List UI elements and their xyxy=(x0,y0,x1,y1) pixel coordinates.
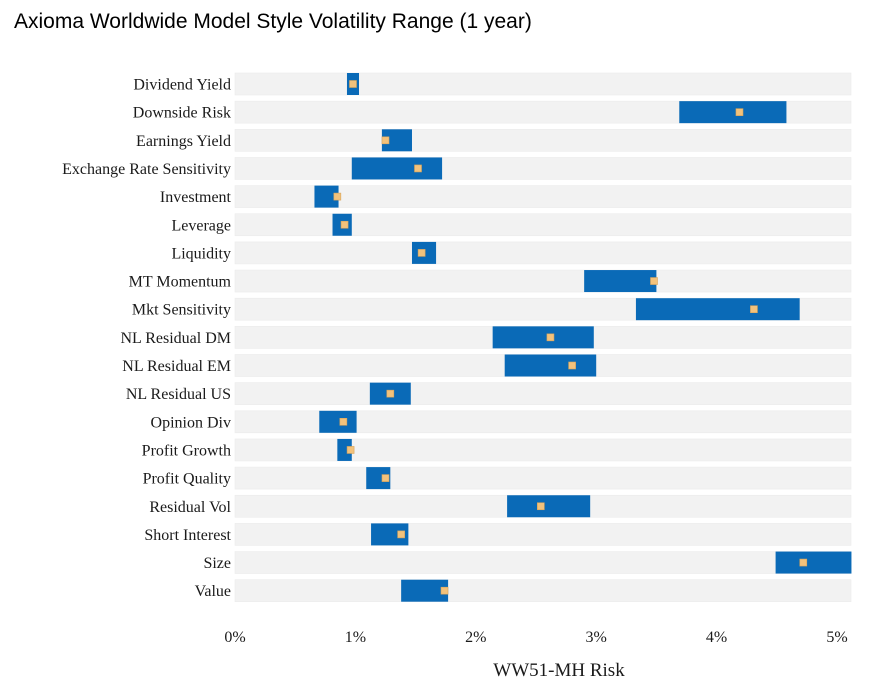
range-bar xyxy=(337,438,352,461)
category-label: Residual Vol xyxy=(149,499,231,516)
range-bar xyxy=(492,326,594,349)
range-bars xyxy=(314,73,852,602)
value-marker xyxy=(735,108,744,116)
background-band xyxy=(234,269,852,293)
category-label: Mkt Sensitivity xyxy=(132,302,231,319)
category-label: Investment xyxy=(160,189,232,206)
value-marker xyxy=(568,361,576,370)
value-marker xyxy=(349,80,357,88)
x-tick-label: 4% xyxy=(706,629,727,646)
value-marker xyxy=(381,474,390,482)
category-label: Value xyxy=(195,583,231,600)
background-band xyxy=(234,466,852,490)
x-tick-label: 0% xyxy=(224,629,245,646)
background-band xyxy=(234,185,852,208)
value-marker xyxy=(546,333,555,342)
range-bar xyxy=(351,157,443,180)
category-label: Short Interest xyxy=(144,527,231,544)
category-labels: Dividend Yield Downside Risk Earnings Yiel… xyxy=(62,77,231,601)
background-band xyxy=(234,241,852,265)
current-value-markers xyxy=(333,80,808,595)
background-band xyxy=(234,129,852,152)
background-band xyxy=(234,438,852,462)
category-label: Exchange Rate Sensitivity xyxy=(62,161,231,178)
category-label: Profit Growth xyxy=(142,442,231,459)
x-tick-label: 3% xyxy=(586,629,607,646)
background-band xyxy=(234,157,852,180)
value-marker xyxy=(333,192,342,201)
range-bar xyxy=(775,551,852,574)
value-marker xyxy=(750,305,758,314)
x-tick-labels: 0% 1% 2% 3% 4% 5% xyxy=(224,629,847,646)
range-bar xyxy=(319,410,357,433)
value-marker xyxy=(346,446,355,454)
background-band xyxy=(234,410,852,434)
background-band xyxy=(234,213,852,237)
value-marker xyxy=(397,530,405,539)
category-label: NL Residual DM xyxy=(120,330,231,347)
category-label: Downside Risk xyxy=(133,105,231,122)
x-axis-title: WW51-MH Risk xyxy=(493,660,625,681)
background-band xyxy=(234,72,852,96)
range-bar xyxy=(504,354,597,377)
category-label: Size xyxy=(203,555,231,572)
background-band xyxy=(234,523,852,546)
category-label: NL Residual EM xyxy=(122,358,231,375)
chart-title: Axioma Worldwide Model Style Volatility … xyxy=(14,10,532,33)
x-tick-label: 5% xyxy=(826,629,847,646)
value-marker xyxy=(339,417,348,426)
value-marker xyxy=(414,164,422,173)
category-label: Dividend Yield xyxy=(133,77,231,94)
value-marker xyxy=(340,220,349,229)
range-bar xyxy=(584,270,657,293)
category-label: MT Momentum xyxy=(129,274,232,291)
range-bar xyxy=(507,495,591,518)
range-bar xyxy=(679,101,787,124)
category-label: NL Residual US xyxy=(126,386,231,403)
category-label: Leverage xyxy=(171,217,231,234)
range-bar xyxy=(366,467,391,490)
x-tick-label: 2% xyxy=(465,629,486,646)
value-marker xyxy=(650,277,658,285)
background-band xyxy=(234,382,852,405)
category-label: Opinion Div xyxy=(151,414,231,431)
category-label: Profit Quality xyxy=(143,471,231,488)
range-bar xyxy=(401,579,449,602)
category-label: Liquidity xyxy=(171,245,231,262)
value-marker xyxy=(381,136,390,145)
x-tick-label: 1% xyxy=(345,629,366,646)
value-marker xyxy=(537,502,545,511)
background-band xyxy=(234,579,852,603)
range-bar xyxy=(314,185,339,208)
range-bar xyxy=(381,129,412,152)
value-marker xyxy=(440,586,449,595)
value-marker xyxy=(386,389,395,398)
value-marker xyxy=(799,558,808,567)
background-band xyxy=(234,551,852,574)
value-marker xyxy=(417,249,426,257)
category-label: Earnings Yield xyxy=(136,133,231,150)
range-bar xyxy=(371,523,409,546)
range-bar xyxy=(635,298,800,321)
